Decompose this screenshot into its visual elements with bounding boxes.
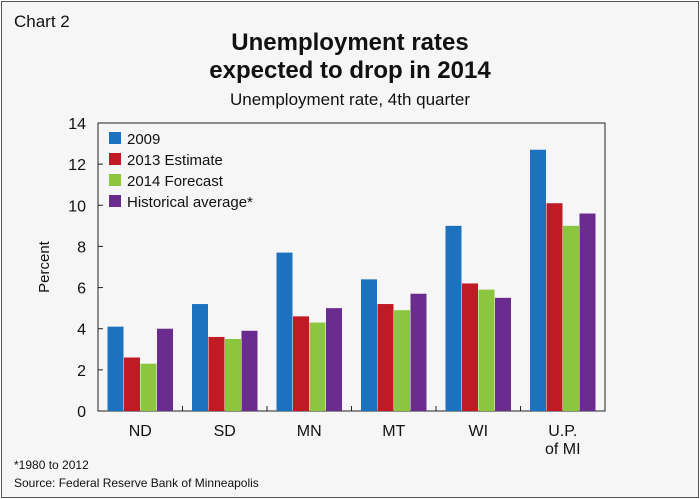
- x-category-label: WI: [468, 423, 488, 440]
- source-note: Source: Federal Reserve Bank of Minneapo…: [14, 476, 259, 490]
- chart-subtitle: Unemployment rate, 4th quarter: [229, 90, 470, 109]
- bar: [157, 328, 173, 411]
- y-tick-label: 8: [77, 239, 86, 256]
- bar: [140, 363, 157, 411]
- chart-title-line-2: expected to drop in 2014: [209, 57, 491, 84]
- x-category-label: of MI: [545, 441, 581, 458]
- x-category-label: SD: [214, 423, 236, 440]
- x-category-label: MT: [382, 423, 405, 440]
- bar: [107, 326, 124, 411]
- y-tick-label: 10: [68, 198, 86, 215]
- bar: [462, 283, 478, 411]
- bar: [546, 203, 563, 411]
- bar: [192, 304, 208, 411]
- bar: [293, 316, 309, 411]
- bar: [563, 225, 579, 411]
- bar: [361, 279, 377, 411]
- y-tick-label: 4: [77, 322, 86, 339]
- legend-swatch: [109, 132, 121, 144]
- legend-swatch: [109, 153, 121, 165]
- legend-label: 2009: [127, 131, 160, 148]
- legend-label: Historical average*: [127, 194, 253, 211]
- x-category-label: U.P.: [548, 423, 577, 440]
- bar: [530, 149, 546, 411]
- y-tick-label: 12: [68, 157, 86, 174]
- y-tick-label: 2: [77, 363, 86, 380]
- y-tick-label: 14: [68, 116, 86, 133]
- x-category-label: MN: [297, 423, 322, 440]
- y-tick-label: 0: [77, 404, 86, 421]
- y-axis-label: Percent: [36, 240, 53, 293]
- bar: [124, 357, 140, 411]
- chart-title-line-1: Unemployment rates: [231, 29, 469, 56]
- bar: [495, 297, 511, 411]
- bar: [377, 304, 394, 411]
- bar: [208, 336, 225, 411]
- legend-swatch: [109, 195, 121, 207]
- legend-label: 2013 Estimate: [127, 152, 223, 169]
- legend-swatch: [109, 174, 121, 186]
- legend-label: 2014 Forecast: [127, 173, 224, 190]
- bar: [225, 339, 241, 411]
- bar: [394, 310, 410, 411]
- x-category-label: ND: [129, 423, 152, 440]
- y-tick-label: 6: [77, 281, 86, 298]
- bar: [579, 213, 596, 411]
- bar: [241, 330, 258, 411]
- bar: [478, 289, 495, 411]
- bar: [326, 308, 342, 411]
- bar: [410, 293, 427, 411]
- footnote: *1980 to 2012: [14, 458, 89, 472]
- bar: [309, 322, 326, 411]
- bar: [445, 225, 462, 411]
- bar: [276, 252, 293, 411]
- chart-number-label: Chart 2: [14, 12, 70, 31]
